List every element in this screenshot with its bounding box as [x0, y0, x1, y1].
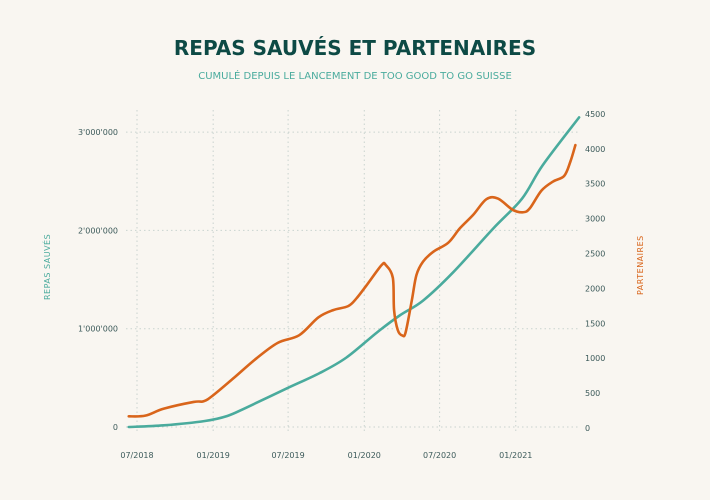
x-tick-label: 01/2021 — [499, 451, 532, 460]
y-right-tick-label: 0 — [585, 424, 590, 433]
y-left-tick-label: 3'000'000 — [78, 128, 118, 137]
y-right-tick-label: 2000 — [585, 284, 605, 293]
x-tick-label: 01/2020 — [348, 451, 381, 460]
y-right-tick-label: 4000 — [585, 145, 605, 154]
y-right-tick-label: 500 — [585, 389, 600, 398]
x-tick-label: 07/2018 — [120, 451, 153, 460]
y-left-tick-label: 1'000'000 — [78, 325, 118, 334]
y-axis-left-label: REPAS SAUVÉS — [41, 234, 52, 300]
chart-title: REPAS SAUVÉS ET PARTENAIRES — [173, 36, 537, 60]
y-axis-right-label: PARTENAIRES — [636, 235, 645, 295]
y-right-tick-label: 3500 — [585, 180, 605, 189]
y-right-tick-label: 3000 — [585, 215, 605, 224]
y-right-tick-label: 1500 — [585, 319, 605, 328]
series-lines — [127, 116, 581, 429]
y-right-tick-label: 4500 — [585, 110, 605, 119]
gridlines — [126, 110, 578, 432]
axes: 07/2018 01/2019 07/2019 01/2020 07/2020 01/20… — [78, 110, 605, 460]
series-line-repas-sauves — [127, 116, 581, 429]
chart-subtitle: CUMULÉ DEPUIS LE LANCEMENT DE TOO GOOD T… — [198, 71, 512, 82]
x-tick-label: 07/2020 — [423, 451, 456, 460]
x-tick-label: 01/2019 — [197, 451, 230, 460]
y-right-tick-label: 1000 — [585, 354, 605, 363]
x-tick-label: 07/2019 — [271, 451, 304, 460]
series-line-partenaires — [127, 143, 577, 418]
y-right-tick-label: 2500 — [585, 250, 605, 259]
y-left-tick-label: 0 — [113, 423, 118, 432]
y-left-tick-label: 2'000'000 — [78, 226, 118, 235]
